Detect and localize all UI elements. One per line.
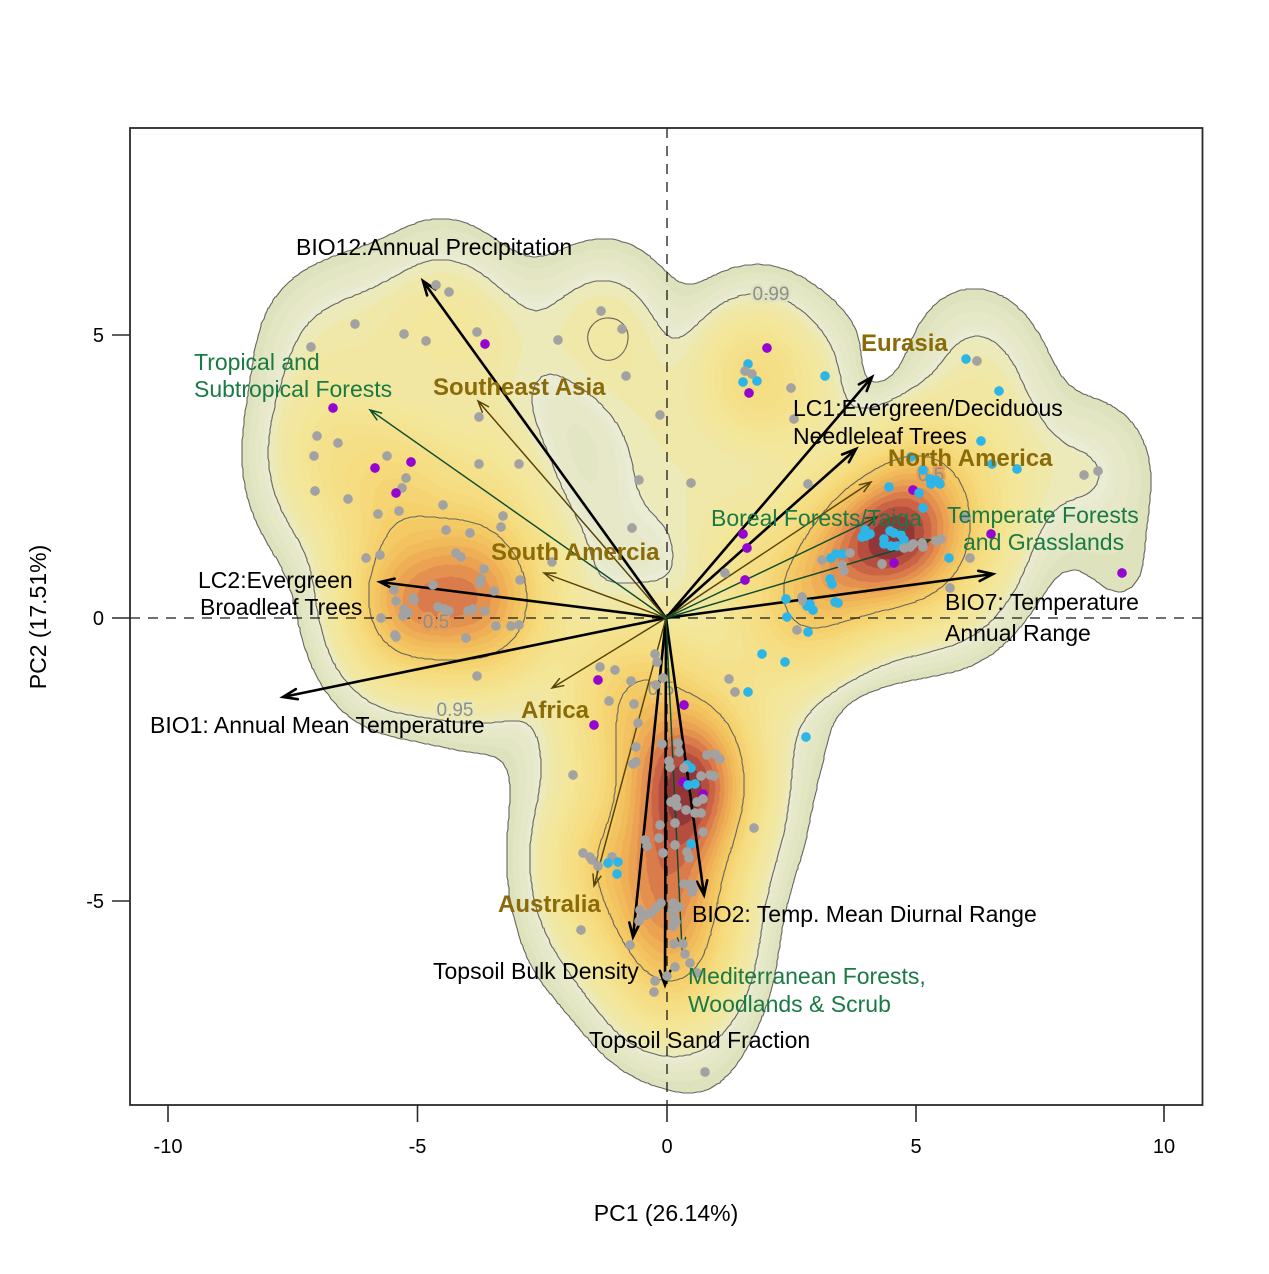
- svg-text:0: 0: [661, 1136, 672, 1158]
- svg-text:South Amercia: South Amercia: [491, 539, 660, 566]
- svg-text:Subtropical Forests: Subtropical Forests: [194, 376, 392, 402]
- svg-text:10: 10: [1153, 1136, 1175, 1158]
- svg-text:0.5: 0.5: [423, 612, 449, 633]
- svg-text:Eurasia: Eurasia: [861, 330, 948, 357]
- svg-text:LC2:Evergreen: LC2:Evergreen: [198, 567, 353, 593]
- svg-text:5: 5: [93, 325, 104, 347]
- svg-text:BIO7: Temperature: BIO7: Temperature: [945, 589, 1139, 615]
- svg-text:Mediterranean Forests,: Mediterranean Forests,: [688, 963, 926, 989]
- svg-text:Needleleaf Trees: Needleleaf Trees: [793, 423, 967, 449]
- svg-text:-5: -5: [409, 1136, 427, 1158]
- svg-text:Topsoil Sand Fraction: Topsoil Sand Fraction: [589, 1027, 810, 1053]
- svg-text:Southeast Asia: Southeast Asia: [433, 374, 606, 401]
- svg-text:-5: -5: [86, 891, 104, 913]
- svg-text:0.99: 0.99: [753, 284, 790, 305]
- svg-text:BIO2: Temp. Mean Diurnal Range: BIO2: Temp. Mean Diurnal Range: [692, 901, 1037, 927]
- svg-text:0: 0: [93, 608, 104, 630]
- svg-text:Woodlands & Scrub: Woodlands & Scrub: [688, 991, 891, 1017]
- svg-text:Broadleaf Trees: Broadleaf Trees: [200, 594, 362, 620]
- svg-text:BIO12:Annual Precipitation: BIO12:Annual Precipitation: [296, 234, 572, 260]
- svg-text:Temperate Forests: Temperate Forests: [947, 502, 1139, 528]
- svg-text:Annual Range: Annual Range: [945, 620, 1091, 646]
- svg-text:0.95: 0.95: [437, 700, 474, 721]
- svg-text:Australia: Australia: [498, 891, 601, 918]
- svg-text:Topsoil Bulk Density: Topsoil Bulk Density: [433, 958, 639, 984]
- svg-text:North America: North America: [888, 445, 1053, 472]
- svg-text:LC1:Evergreen/Deciduous: LC1:Evergreen/Deciduous: [793, 395, 1063, 421]
- svg-text:and Grasslands: and Grasslands: [963, 529, 1124, 555]
- svg-text:PC2 (17.51%): PC2 (17.51%): [25, 545, 51, 689]
- svg-text:PC1 (26.14%): PC1 (26.14%): [594, 1200, 738, 1226]
- svg-text:Africa: Africa: [521, 697, 590, 724]
- svg-text:Tropical and: Tropical and: [194, 349, 320, 375]
- svg-text:BIO1: Annual Mean Temperature: BIO1: Annual Mean Temperature: [150, 712, 485, 738]
- svg-text:-10: -10: [154, 1136, 183, 1158]
- svg-text:5: 5: [910, 1136, 921, 1158]
- svg-text:Boreal Forests/Taiga: Boreal Forests/Taiga: [711, 505, 922, 531]
